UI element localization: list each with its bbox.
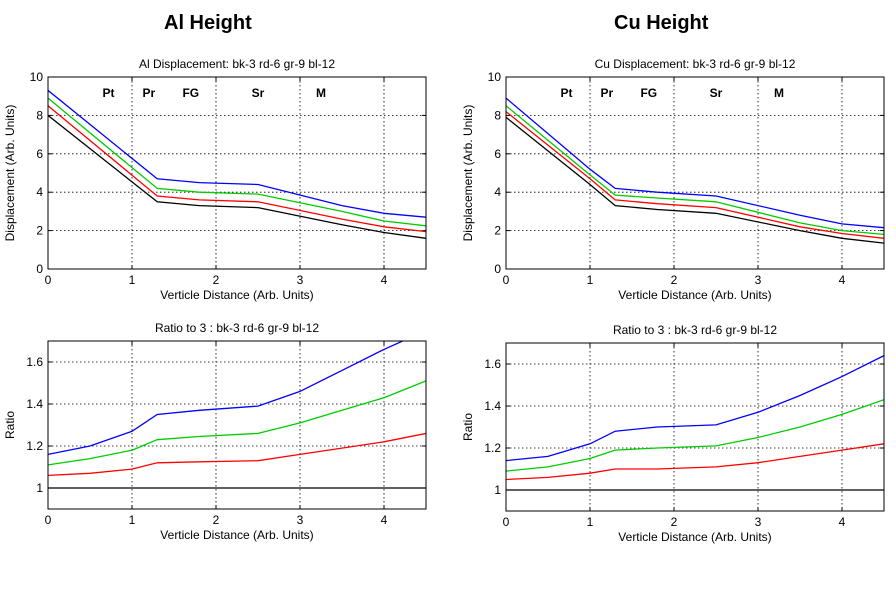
chart1-y-tick-label: 6 [494,147,501,161]
chart2-y-tick-label: 1.4 [26,397,43,411]
chart3-frame [505,342,885,512]
chart2-x-tick-label: 3 [297,513,304,527]
chart0-ylabel: Displacement (Arb. Units) [3,105,17,242]
chart2-y-tick-label: 1 [36,481,43,495]
chart2-y-tick-label: 1.6 [26,355,43,369]
chart2-series-rd-6 [48,432,426,477]
chart2-x-tick-label: 2 [213,513,220,527]
chart1-region-label-Sr: Sr [710,86,723,100]
chart1-y-tick-label: 2 [494,224,501,238]
chart3-x-tick-label: 2 [671,515,678,529]
chart2-title: Ratio to 3 : bk-3 rd-6 gr-9 bl-12 [155,321,319,335]
chart0-y-tick-label: 0 [36,262,43,276]
chart1-region-label-Pt: Pt [560,86,572,100]
chart1-title: Cu Displacement: bk-3 rd-6 gr-9 bl-12 [595,57,796,71]
chart1-region-label-FG: FG [640,86,657,100]
chart3-title: Ratio to 3 : bk-3 rd-6 gr-9 bl-12 [613,323,777,337]
chart0-region-label-Pt: Pt [102,86,114,100]
chart3-series-gr-9 [506,399,884,472]
chart3-plot-area [506,343,884,511]
chart3-x-tick-label: 0 [503,515,510,529]
chart0-title: Al Displacement: bk-3 rd-6 gr-9 bl-12 [139,57,335,71]
chart0-series-rd-6 [48,105,426,233]
chart0-x-tick-label: 3 [297,273,304,287]
chart1-ylabel: Displacement (Arb. Units) [461,105,475,242]
chart1-x-tick-label: 3 [755,273,762,287]
chart0-y-tick-label: 6 [36,147,43,161]
chart0-series-bl-12 [48,89,426,218]
chart2-plot-area [48,341,426,509]
chart0-series-gr-9 [48,97,426,227]
chart0-region-label-Pr: Pr [142,86,155,100]
chart1-frame [505,76,885,270]
chart0-x-tick-label: 4 [381,273,388,287]
chart3-x-tick-label: 3 [755,515,762,529]
chart2-x-tick-label: 1 [129,513,136,527]
chart0-x-tick-label: 1 [129,273,136,287]
chart1-series-bk-3 [506,116,884,244]
al-height-title: Al Height [164,12,252,34]
chart0-y-tick-label: 4 [36,185,43,199]
chart1-region-label-Pr: Pr [600,86,613,100]
chart3-x-tick-label: 1 [587,515,594,529]
chart2-y-tick-label: 1.2 [26,439,43,453]
chart2-xlabel: Verticle Distance (Arb. Units) [160,528,313,542]
chart1-x-tick-label: 0 [503,273,510,287]
chart2-series-bl-12 [48,341,405,456]
chart3-series-bl-12 [506,355,884,462]
chart0-region-label-FG: FG [182,86,199,100]
chart1-series-gr-9 [506,105,884,236]
chart1-y-tick-label: 4 [494,185,501,199]
chart3-y-tick-label: 1.6 [484,357,501,371]
chart2-ylabel: Ratio [3,411,17,439]
chart1-y-tick-label: 10 [488,70,502,84]
chart3-xlabel: Verticle Distance (Arb. Units) [618,530,771,544]
chart1-y-tick-label: 8 [494,108,501,122]
chart1-x-tick-label: 1 [587,273,594,287]
chart0-x-tick-label: 2 [213,273,220,287]
chart0-xlabel: Verticle Distance (Arb. Units) [160,288,313,302]
chart0-x-tick-label: 0 [45,273,52,287]
chart1-region-label-M: M [774,86,784,100]
chart2-frame [47,340,427,510]
cu-height-title: Cu Height [614,12,709,34]
chart2-x-tick-label: 4 [381,513,388,527]
chart2-x-tick-label: 0 [45,513,52,527]
chart3-ylabel: Ratio [461,413,475,441]
chart1-series-rd-6 [506,111,884,239]
chart3-y-tick-label: 1 [494,483,501,497]
chart0-y-tick-label: 2 [36,224,43,238]
chart0-y-tick-label: 10 [30,70,44,84]
chart0-series-bk-3 [48,114,426,239]
chart3-series-rd-6 [506,443,884,481]
chart3-x-tick-label: 4 [839,515,846,529]
chart0-plot-area [48,77,426,269]
chart2-series-gr-9 [48,380,426,466]
chart1-x-tick-label: 2 [671,273,678,287]
chart3-y-tick-label: 1.4 [484,399,501,413]
chart1-plot-area [506,77,884,269]
chart1-x-tick-label: 4 [839,273,846,287]
chart0-region-label-M: M [316,86,326,100]
chart1-xlabel: Verticle Distance (Arb. Units) [618,288,771,302]
chart0-y-tick-label: 8 [36,108,43,122]
chart1-series-bl-12 [506,97,884,229]
chart1-y-tick-label: 0 [494,262,501,276]
chart0-region-label-Sr: Sr [252,86,265,100]
chart3-y-tick-label: 1.2 [484,441,501,455]
chart0-frame [47,76,427,270]
